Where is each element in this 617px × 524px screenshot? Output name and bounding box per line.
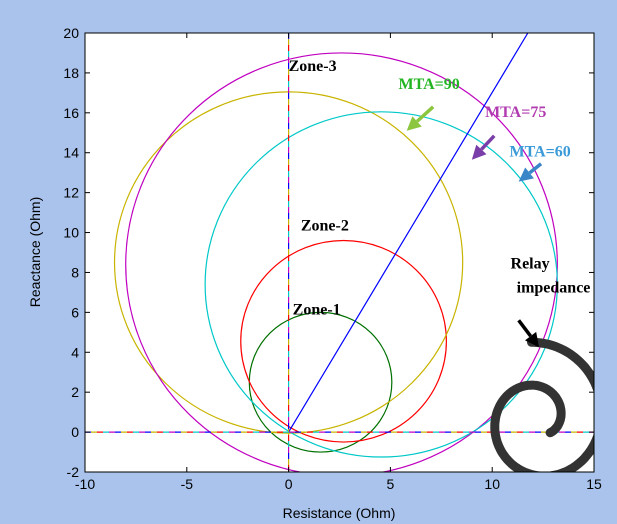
y-tick-label: 4 [71, 344, 79, 360]
y-tick-label: 2 [71, 384, 79, 400]
y-tick-label: 18 [63, 65, 79, 81]
arrow-mta90-shaft [415, 105, 435, 123]
arrow-relay-head [525, 331, 540, 348]
x-tick-label: -10 [75, 476, 95, 492]
arrow-layer [406, 105, 543, 348]
x-tick-label: 15 [586, 476, 602, 492]
zone-3-label: Zone-3 [289, 58, 337, 75]
arrow-mta60-shaft [528, 162, 543, 175]
y-tick-label: 8 [71, 264, 79, 280]
x-tick-label: -5 [181, 476, 194, 492]
relay-spiral [490, 337, 594, 472]
plot-frame [84, 32, 595, 473]
y-tick-label: 14 [63, 145, 79, 161]
y-tick-label: 20 [63, 25, 79, 41]
zone-2-label: Zone-2 [301, 218, 349, 235]
y-tick-label: 16 [63, 105, 79, 121]
x-tick-label: 10 [484, 476, 500, 492]
y-axis-label: Reactance (Ohm) [27, 197, 43, 307]
y-tick-label: 10 [63, 225, 79, 241]
relay-label-line1: Relay [511, 255, 550, 272]
mta-90-label: MTA=90 [399, 76, 460, 93]
circle-zone-2 [240, 239, 447, 443]
x-tick-label: 0 [285, 476, 293, 492]
y-tick-label: 6 [71, 304, 79, 320]
arrow-mta75-shaft [480, 134, 496, 151]
arrow-mta90-head [406, 116, 422, 131]
annotation-layer: Zone-3 Zone-2 Zone-1 MTA=90 MTA=75 MTA=6… [289, 58, 591, 318]
x-axis-label: Resistance (Ohm) [283, 505, 396, 521]
circle-mta-60 [204, 111, 558, 458]
impedance-line [288, 33, 529, 433]
mta-75-label: MTA=75 [485, 104, 546, 121]
mta-60-label: MTA=60 [510, 144, 571, 161]
relay-label-line2: impedance [517, 279, 591, 296]
y-tick-label: -2 [67, 464, 80, 480]
zone-1-label: Zone-1 [293, 301, 341, 318]
data-layer [85, 33, 594, 472]
relay-impedance-trace [490, 337, 594, 472]
arrow-mta60-head [518, 167, 534, 182]
arrow-relay-shaft [517, 319, 532, 338]
y-tick-label: 0 [71, 424, 79, 440]
circle-mta-75 [125, 52, 558, 472]
arrow-mta75-head [471, 144, 487, 160]
y-tick-label: 12 [63, 185, 79, 201]
x-tick-label: 5 [387, 476, 395, 492]
ticks-layer: -10 -5 0 5 10 15 -2 0 2 4 6 8 10 12 14 16 18 20 [63, 25, 602, 492]
